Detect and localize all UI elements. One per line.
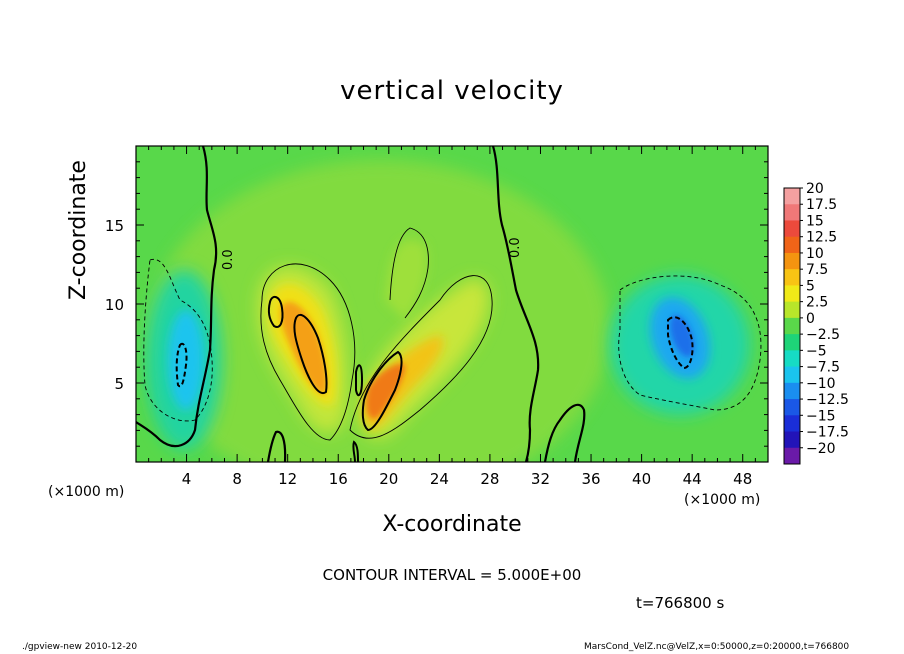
- x-tick-label: 48: [733, 470, 752, 488]
- colorbar: 2017.51512.5107.552.50−2.5−5−7.5−10−12.5…: [783, 181, 849, 465]
- x-tick-label: 4: [182, 470, 192, 488]
- x-tick-label: 36: [581, 470, 600, 488]
- colorbar-label: −2.5: [806, 327, 840, 343]
- chart-title: vertical velocity: [340, 76, 564, 106]
- x-tick-label: 32: [531, 470, 550, 488]
- colorbar-frame: [783, 187, 801, 465]
- x-tick-label: 16: [329, 470, 348, 488]
- contour-label: 0.0: [221, 249, 236, 270]
- colorbar-label: 20: [806, 181, 824, 197]
- colorbar-label: 10: [806, 246, 824, 262]
- colorbar-swatch: [784, 415, 800, 433]
- colorbar-label: −5: [806, 343, 827, 359]
- colorbar-swatch: [784, 382, 800, 400]
- colorbar-swatch: [784, 431, 800, 449]
- colorbar-swatch: [784, 334, 800, 351]
- x-axis-label: X-coordinate: [382, 512, 522, 537]
- y-tick-label: 5: [114, 375, 124, 393]
- x-tick-label: 20: [379, 470, 398, 488]
- x-tick-label: 24: [430, 470, 449, 488]
- y-tick-label: 15: [105, 217, 124, 235]
- contour-label: 0.0: [508, 237, 523, 258]
- colorbar-label: −12.5: [806, 392, 849, 408]
- colorbar-swatch: [784, 204, 800, 221]
- x-tick-label: 28: [480, 470, 499, 488]
- colorbar-swatch: [784, 252, 800, 270]
- time-label: t=766800 s: [636, 594, 725, 612]
- footer-right: MarsCond_VelZ.nc@VelZ,x=0:50000,z=0:2000…: [584, 642, 850, 652]
- x-unit-label: (×1000 m): [48, 484, 125, 500]
- colorbar-swatch: [784, 399, 800, 416]
- colorbar-label: 7.5: [806, 262, 828, 278]
- colorbar-swatch: [784, 366, 800, 384]
- colorbar-swatch: [784, 188, 800, 205]
- y-axis-label: Z-coordinate: [66, 160, 91, 300]
- colorbar-label: 2.5: [806, 295, 828, 311]
- colorbar-label: −20: [806, 441, 836, 457]
- colorbar-label: −7.5: [806, 360, 840, 376]
- y-tick-label: 10: [105, 296, 124, 314]
- velocity-field: [136, 146, 768, 462]
- x-tick-label: 44: [683, 470, 702, 488]
- x-tick-label: 40: [632, 470, 651, 488]
- colorbar-swatch: [784, 269, 800, 286]
- colorbar-swatch: [784, 447, 800, 465]
- colorbar-label: 0: [806, 311, 815, 327]
- colorbar-swatch: [784, 301, 800, 319]
- footer-left: ./gpview-new 2010-12-20: [22, 642, 138, 652]
- colorbar-swatch: [784, 236, 800, 254]
- colorbar-swatch: [784, 285, 800, 303]
- x-tick-label: 8: [232, 470, 242, 488]
- colorbar-label: 12.5: [806, 230, 837, 246]
- contour-interval: CONTOUR INTERVAL = 5.000E+00: [322, 566, 582, 584]
- colorbar-label: 15: [806, 213, 824, 229]
- colorbar-label: −10: [806, 376, 836, 392]
- x-unit-label: (×1000 m): [684, 492, 761, 508]
- colorbar-label: −15: [806, 408, 836, 424]
- colorbar-label: 17.5: [806, 197, 837, 213]
- colorbar-label: 5: [806, 278, 815, 294]
- colorbar-swatch: [784, 317, 800, 335]
- colorbar-swatch: [784, 350, 800, 368]
- x-tick-label: 12: [278, 470, 297, 488]
- colorbar-swatch: [784, 220, 800, 238]
- colorbar-label: −17.5: [806, 425, 849, 441]
